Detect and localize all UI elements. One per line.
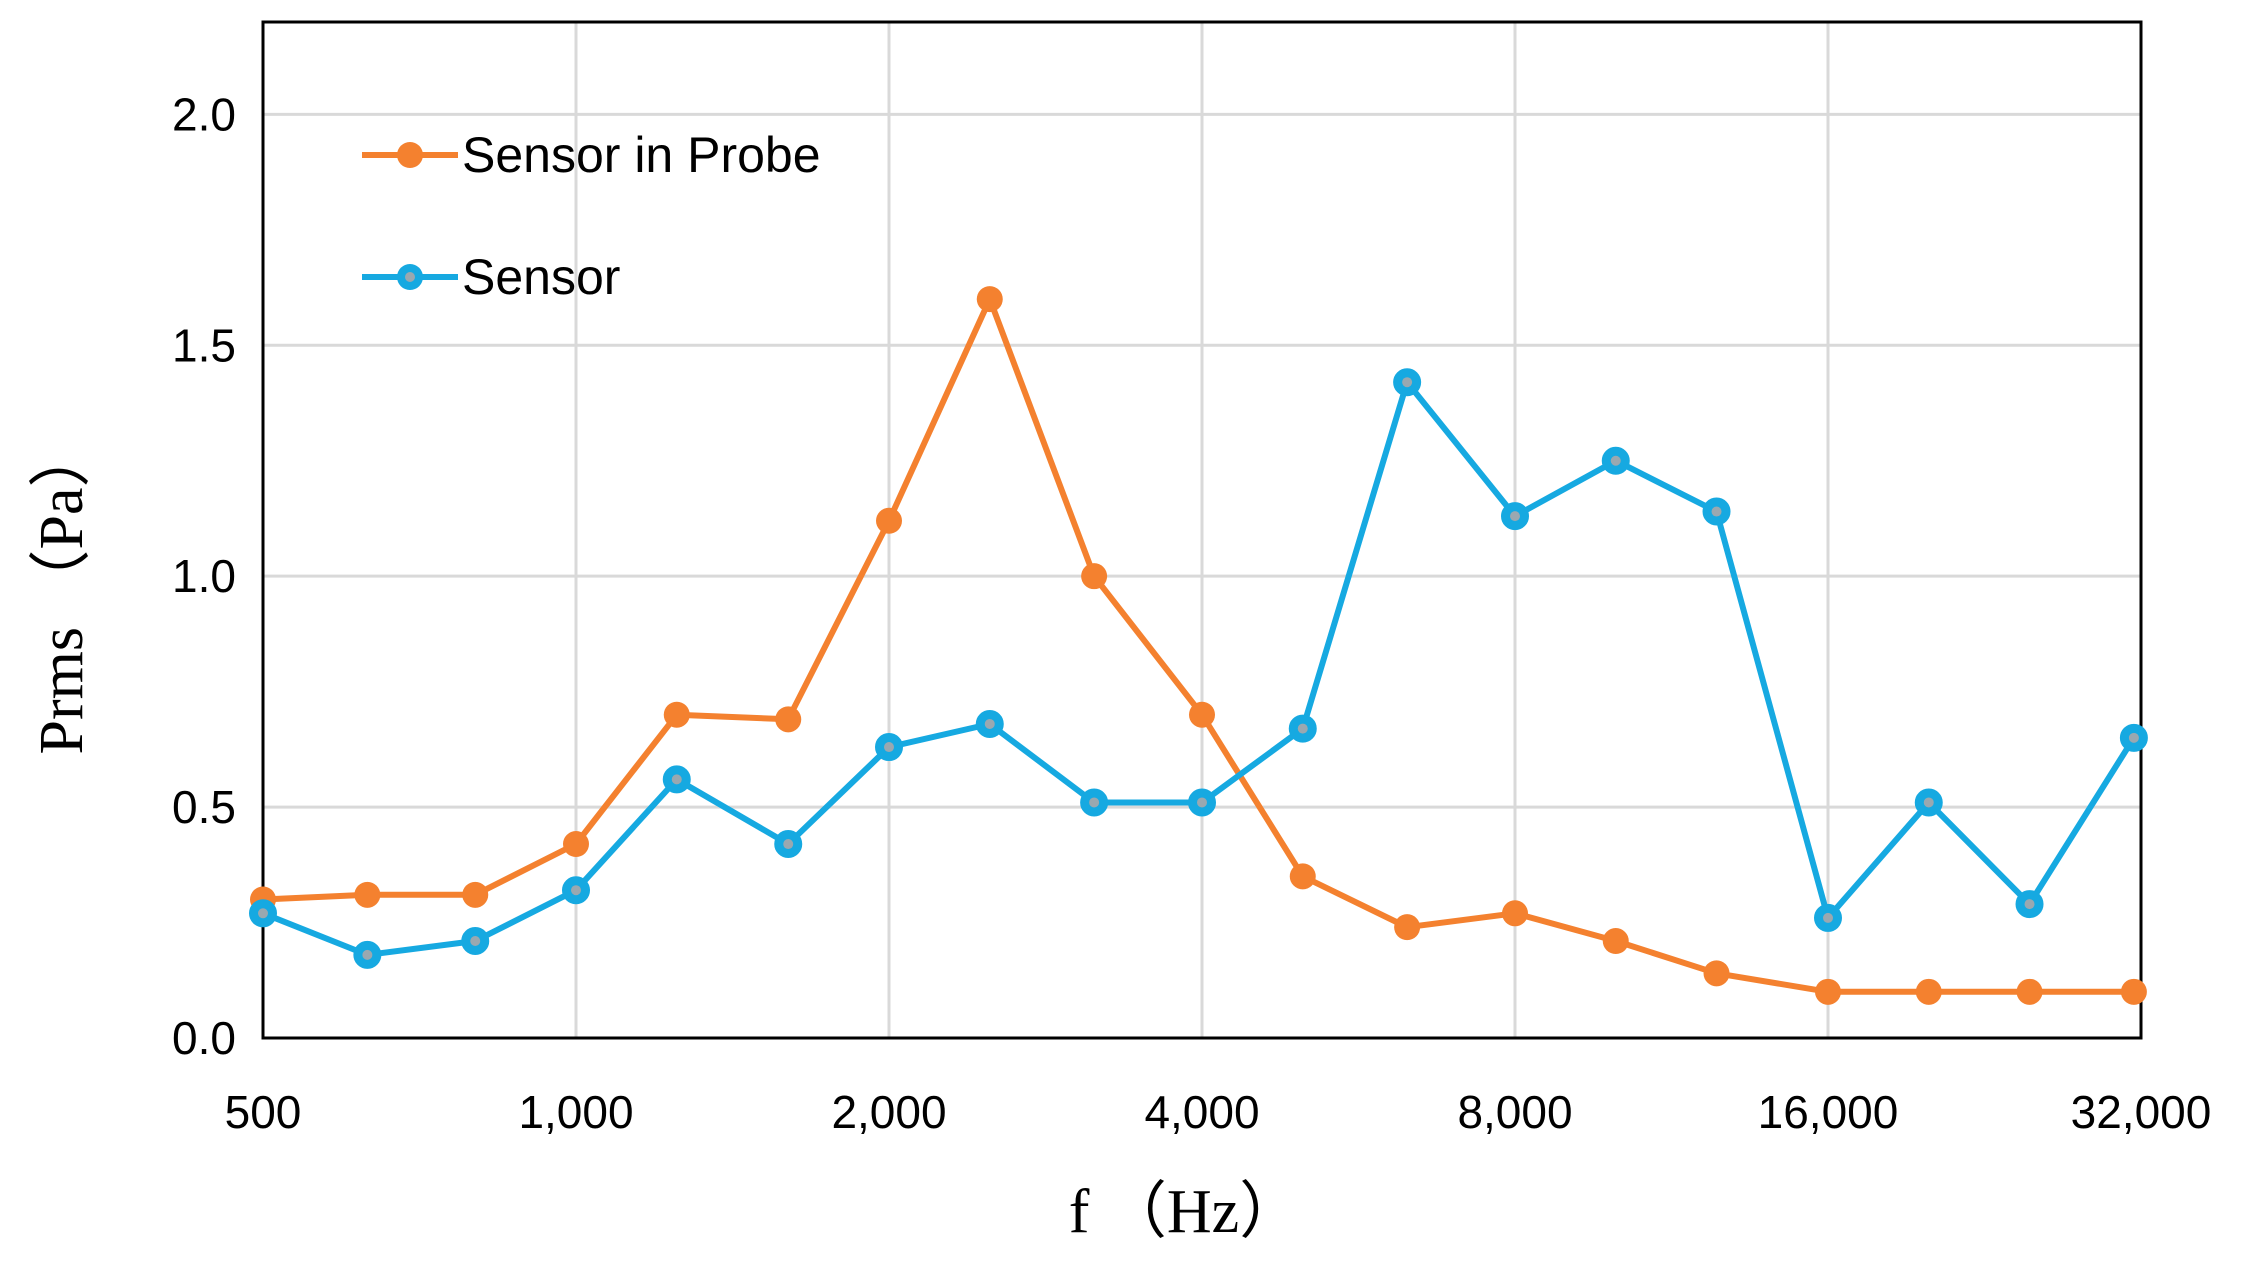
data-point <box>976 286 1003 313</box>
data-point-center <box>984 718 995 729</box>
data-point <box>462 881 489 908</box>
x-tick-label: 1,000 <box>518 1086 633 1138</box>
series-2 <box>249 368 2148 969</box>
x-tick-label: 2,000 <box>831 1086 946 1138</box>
data-point-center <box>1711 506 1722 517</box>
data-point-center <box>362 949 373 960</box>
legend: Sensor in Probe Sensor <box>362 127 821 305</box>
data-point <box>563 831 589 858</box>
data-point <box>775 706 802 733</box>
data-point-center <box>671 774 682 785</box>
data-point <box>2016 978 2043 1005</box>
y-tick-label: 1.0 <box>172 550 236 602</box>
data-point <box>1602 928 1629 955</box>
legend-label: Sensor in Probe <box>462 127 821 183</box>
data-point-center <box>1197 797 1207 808</box>
data-point <box>876 507 902 534</box>
data-point-center <box>2128 732 2139 743</box>
series-1 <box>250 286 2147 1005</box>
data-point <box>1815 978 1841 1005</box>
data-point-center <box>1923 797 1934 808</box>
legend-marker-center <box>405 272 415 282</box>
data-point <box>1703 960 1730 987</box>
data-point <box>2120 978 2147 1005</box>
legend-label: Sensor <box>462 249 620 305</box>
legend-item-1: Sensor in Probe <box>362 127 821 183</box>
data-point-center <box>1402 377 1413 388</box>
x-tick-label: 32,000 <box>2071 1086 2212 1138</box>
data-point-center <box>783 839 794 850</box>
x-axis-title: f （Hz） <box>1069 1178 1301 1246</box>
x-tick-label: 16,000 <box>1758 1086 1899 1138</box>
data-point <box>1081 563 1108 590</box>
y-axis-title: Prms （Pa） <box>28 426 96 755</box>
x-tick-label: 8,000 <box>1457 1086 1572 1138</box>
data-point-center <box>470 936 481 947</box>
data-point <box>1289 863 1316 890</box>
data-point-center <box>1510 511 1520 522</box>
plot-area <box>261 20 2143 1040</box>
x-tick-label: 4,000 <box>1144 1086 1259 1138</box>
data-point-center <box>1610 455 1621 466</box>
data-point <box>1915 978 1942 1005</box>
data-point <box>1502 900 1528 927</box>
y-tick-label: 0.0 <box>172 1012 236 1064</box>
y-tick-label: 1.5 <box>172 319 236 371</box>
data-point-center <box>258 908 268 919</box>
y-axis-ticks: 0.0 0.5 1.0 1.5 2.0 <box>172 88 236 1064</box>
data-point-center <box>884 742 894 753</box>
data-point <box>1189 701 1215 728</box>
y-tick-label: 0.5 <box>172 781 236 833</box>
data-point-center <box>1823 912 1833 923</box>
data-point <box>354 881 381 908</box>
series-line <box>261 379 2137 958</box>
data-point-center <box>1089 797 1100 808</box>
x-tick-label: 500 <box>225 1086 302 1138</box>
legend-marker <box>397 142 423 168</box>
x-axis-ticks: 500 1,000 2,000 4,000 8,000 16,000 32,000 <box>225 1086 2212 1138</box>
y-tick-label: 2.0 <box>172 88 236 140</box>
data-point-center <box>571 885 581 896</box>
legend-item-2: Sensor <box>362 249 620 305</box>
data-point <box>1394 914 1421 941</box>
data-point-center <box>1297 723 1308 734</box>
data-point <box>663 701 690 728</box>
data-point-center <box>2024 899 2035 910</box>
series-layer <box>249 286 2148 1005</box>
